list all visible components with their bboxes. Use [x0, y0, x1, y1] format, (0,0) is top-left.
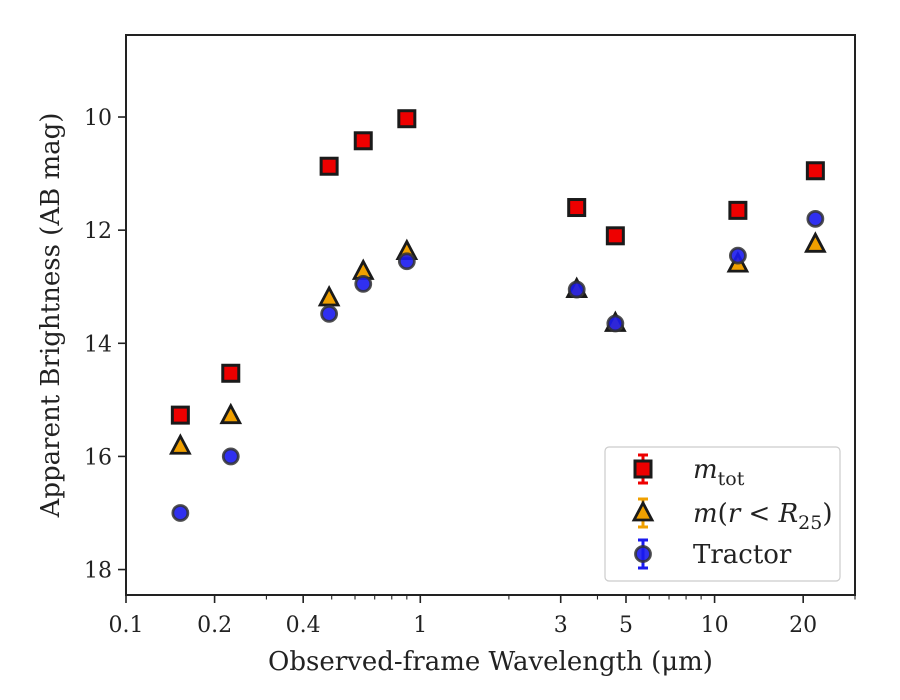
- data-point: [171, 504, 190, 522]
- data-point: [170, 405, 190, 425]
- x-axis-title: Observed-frame Wavelength (μm): [268, 647, 713, 677]
- x-tick-label: 1: [413, 613, 427, 638]
- data-point: [397, 109, 417, 129]
- y-tick-label: 18: [84, 559, 112, 584]
- legend-label: m(r < R25): [693, 499, 833, 534]
- legend-marker: [634, 545, 652, 563]
- legend-label: mtot: [693, 455, 745, 490]
- data-point: [567, 198, 587, 218]
- x-tick-label: 5: [619, 613, 633, 638]
- data-point: [728, 246, 747, 265]
- series-circle: [171, 209, 825, 522]
- x-tick-label: 3: [554, 613, 568, 638]
- data-point: [605, 226, 625, 246]
- data-point: [320, 304, 339, 323]
- data-point: [397, 252, 416, 271]
- data-point: [219, 402, 243, 425]
- data-point: [806, 209, 825, 228]
- data-point: [567, 280, 586, 299]
- y-tick-label: 14: [84, 332, 112, 357]
- y-axis-title: Apparent Brightness (AB mag): [36, 113, 66, 519]
- legend-marker: [633, 459, 653, 479]
- y-tick-label: 12: [84, 219, 112, 244]
- data-point: [728, 200, 748, 220]
- data-point: [221, 447, 240, 466]
- x-tick-label: 0.1: [109, 613, 144, 638]
- legend-box: [604, 446, 841, 582]
- axes: 0.1 0.2 0.4 1 3 5 10 20 10 12 14 16 18 Observed-frame…: [36, 34, 856, 677]
- legend-marker: [631, 500, 655, 522]
- data-point: [804, 231, 827, 253]
- plot-frame: [125, 34, 856, 596]
- x-tick-label: 0.2: [197, 613, 232, 638]
- data-point: [317, 285, 341, 307]
- series-triangle: [169, 231, 827, 455]
- data-points: [169, 109, 827, 522]
- data-point: [221, 363, 241, 383]
- legend-entry: m(r < R25): [631, 497, 833, 534]
- series-square: [170, 109, 825, 425]
- legend-entry: Tractor: [634, 538, 792, 570]
- data-point: [606, 314, 625, 333]
- legend-entry: mtot: [633, 453, 745, 490]
- x-tick-label: 10: [701, 613, 729, 638]
- data-point: [805, 161, 825, 181]
- data-point: [354, 274, 373, 293]
- y-tick-label: 16: [84, 445, 112, 470]
- legend: mtot m(r < R25) Tractor: [604, 446, 841, 582]
- data-point: [319, 156, 339, 176]
- data-point: [169, 433, 192, 455]
- legend-label: Tractor: [693, 540, 792, 570]
- x-tick-label: 20: [789, 613, 817, 638]
- data-point: [353, 131, 373, 151]
- x-tick-label: 0.4: [286, 613, 321, 638]
- y-tick-label: 10: [84, 106, 112, 131]
